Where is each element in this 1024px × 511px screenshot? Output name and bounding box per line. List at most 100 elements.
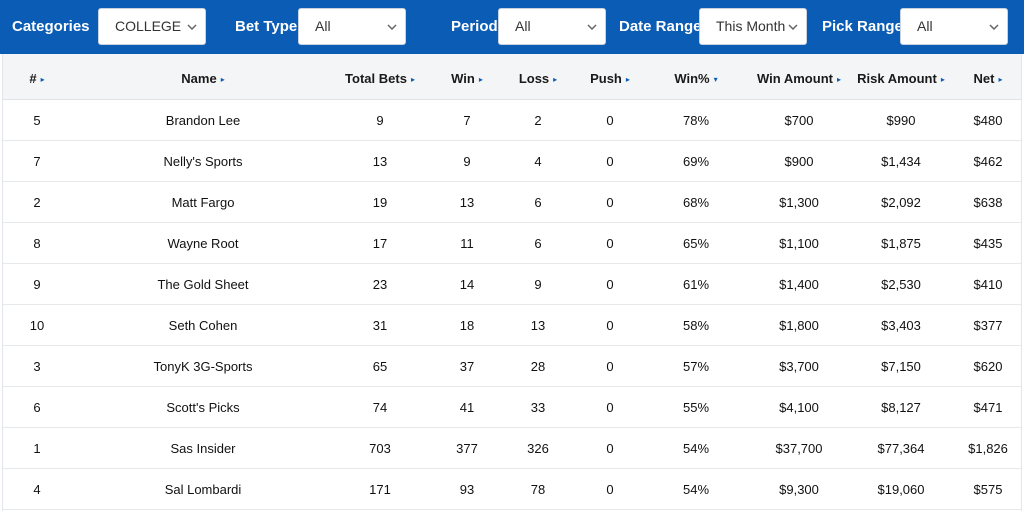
column-header-label: # [29, 71, 37, 86]
cell-total-bets: 74 [372, 400, 388, 415]
cell-net: $638 [973, 195, 1003, 210]
cell-win-amount: $700 [784, 113, 814, 128]
column-header-risk-amount[interactable]: Risk Amount ▸ [857, 54, 945, 100]
cell-net: $377 [973, 318, 1003, 333]
cell-net: $575 [973, 482, 1003, 497]
chevron-down-icon [786, 9, 800, 44]
cell-name: Sal Lombardi [164, 482, 242, 497]
chevron-down-icon [987, 9, 1001, 44]
cell-name: Wayne Root [167, 236, 239, 251]
cell-win-pct: 57% [682, 359, 710, 374]
cell-loss: 78 [530, 482, 546, 497]
cell-total-bets: 703 [369, 441, 391, 456]
cell-win-pct: 61% [682, 277, 710, 292]
cell-win-pct: 65% [682, 236, 710, 251]
cell-risk-amount: $1,875 [881, 236, 921, 251]
cell-rank: 4 [33, 482, 41, 497]
table-row[interactable]: 9 The Gold Sheet 23 14 9 0 61% $1,400 $2,530 $410 [3, 264, 1021, 305]
cell-net: $620 [973, 359, 1003, 374]
column-header-label: Push [590, 71, 622, 86]
cell-win: 14 [459, 277, 475, 292]
cell-win-amount: $37,700 [775, 441, 823, 456]
table-row[interactable]: 7 Nelly's Sports 13 9 4 0 69% $900 $1,434 $462 [3, 141, 1021, 182]
cell-loss: 28 [530, 359, 546, 374]
column-header-label: Win [451, 71, 475, 86]
table-row[interactable]: 10 Seth Cohen 31 18 13 0 58% $1,800 $3,403 $377 [3, 305, 1021, 346]
column-header-label: Net [973, 71, 995, 86]
pick-range-label: Pick Range [822, 18, 903, 35]
cell-push: 0 [606, 277, 614, 292]
date-range-label: Date Range [619, 18, 702, 35]
cell-loss: 13 [530, 318, 546, 333]
cell-loss: 2 [534, 113, 542, 128]
column-header-name[interactable]: Name ▸ [181, 54, 224, 100]
chevron-down-icon [385, 9, 399, 44]
cell-win-pct: 54% [682, 441, 710, 456]
date-range-select[interactable]: This Month [699, 8, 807, 45]
cell-net: $1,826 [968, 441, 1008, 456]
cell-win: 9 [463, 154, 471, 169]
column-header-rank[interactable]: # ▸ [29, 54, 44, 100]
table-header: # ▸ Name ▸ Total Bets ▸ Win ▸ Loss ▸ Push ▸ Win% ▾ Win… [3, 54, 1021, 100]
column-header-push[interactable]: Push ▸ [590, 54, 630, 100]
cell-net: $462 [973, 154, 1003, 169]
cell-loss: 9 [534, 277, 542, 292]
column-header-label: Total Bets [345, 71, 407, 86]
column-header-loss[interactable]: Loss ▸ [519, 54, 557, 100]
table-row[interactable]: 1 Sas Insider 703 377 326 0 54% $37,700 $77,364 $… [3, 428, 1021, 469]
table-row[interactable]: 6 Scott's Picks 74 41 33 0 55% $4,100 $8,127 $471 [3, 387, 1021, 428]
cell-win-pct: 54% [682, 482, 710, 497]
cell-rank: 6 [33, 400, 41, 415]
filter-bar: Categories COLLEGE Bet Type All Period A… [0, 0, 1024, 54]
table-row[interactable]: 5 Brandon Lee 9 7 2 0 78% $700 $990 $480 [3, 100, 1021, 141]
period-value: All [515, 18, 531, 34]
table-row[interactable]: 2 Matt Fargo 19 13 6 0 68% $1,300 $2,092 $638 [3, 182, 1021, 223]
cell-loss: 4 [534, 154, 542, 169]
pick-range-select[interactable]: All [900, 8, 1008, 45]
cell-risk-amount: $990 [886, 113, 916, 128]
cell-win: 377 [456, 441, 478, 456]
table-row[interactable]: 3 TonyK 3G-Sports 65 37 28 0 57% $3,700 $7,150 $6… [3, 346, 1021, 387]
categories-select[interactable]: COLLEGE [98, 8, 206, 45]
column-header-total-bets[interactable]: Total Bets ▸ [345, 54, 415, 100]
sort-right-icon: ▸ [940, 75, 945, 84]
cell-win-amount: $9,300 [779, 482, 819, 497]
cappers-table: # ▸ Name ▸ Total Bets ▸ Win ▸ Loss ▸ Push ▸ Win% ▾ Win… [2, 54, 1022, 511]
categories-label: Categories [12, 18, 90, 35]
table-row[interactable]: 4 Sal Lombardi 171 93 78 0 54% $9,300 $19,060 $57… [3, 469, 1021, 510]
cell-total-bets: 65 [372, 359, 388, 374]
column-header-win-pct[interactable]: Win% ▾ [674, 54, 717, 100]
column-header-win-amount[interactable]: Win Amount ▸ [757, 54, 841, 100]
cell-name: Brandon Lee [165, 113, 241, 128]
cell-total-bets: 171 [369, 482, 391, 497]
cell-name: The Gold Sheet [157, 277, 249, 292]
column-header-win[interactable]: Win ▸ [451, 54, 483, 100]
cell-total-bets: 23 [372, 277, 388, 292]
cell-rank: 3 [33, 359, 41, 374]
column-header-net[interactable]: Net ▸ [974, 54, 1003, 100]
cell-push: 0 [606, 482, 614, 497]
cell-total-bets: 9 [376, 113, 384, 128]
cell-win-amount: $900 [784, 154, 814, 169]
cell-name: Seth Cohen [168, 318, 238, 333]
period-label: Period [451, 18, 498, 35]
bet-type-value: All [315, 18, 331, 34]
pick-range-value: All [917, 18, 933, 34]
bet-type-select[interactable]: All [298, 8, 406, 45]
column-header-label: Win% [674, 71, 710, 86]
table-row[interactable]: 8 Wayne Root 17 11 6 0 65% $1,100 $1,875 $435 [3, 223, 1021, 264]
cell-push: 0 [606, 400, 614, 415]
cell-loss: 6 [534, 195, 542, 210]
date-range-value: This Month [716, 18, 786, 34]
sort-right-icon: ▸ [40, 75, 45, 84]
cell-win-amount: $1,100 [779, 236, 819, 251]
column-header-label: Name [181, 71, 217, 86]
cell-win: 41 [459, 400, 475, 415]
cell-net: $410 [973, 277, 1003, 292]
cell-name: Nelly's Sports [163, 154, 243, 169]
cell-rank: 10 [29, 318, 45, 333]
period-select[interactable]: All [498, 8, 606, 45]
cell-risk-amount: $8,127 [881, 400, 921, 415]
cell-total-bets: 31 [372, 318, 388, 333]
cell-rank: 8 [33, 236, 41, 251]
